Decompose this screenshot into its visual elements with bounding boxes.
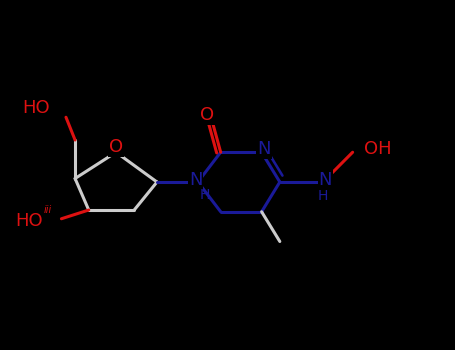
Text: N: N [257,140,271,158]
Text: H: H [200,188,210,202]
Text: H: H [318,189,328,203]
Text: HO: HO [22,99,50,118]
Text: N: N [189,171,202,189]
Text: N: N [318,171,332,189]
Text: HO: HO [15,211,43,230]
Text: O: O [200,106,214,125]
Text: OH: OH [364,140,392,158]
Text: O: O [109,138,123,156]
Text: iii: iii [44,204,52,215]
